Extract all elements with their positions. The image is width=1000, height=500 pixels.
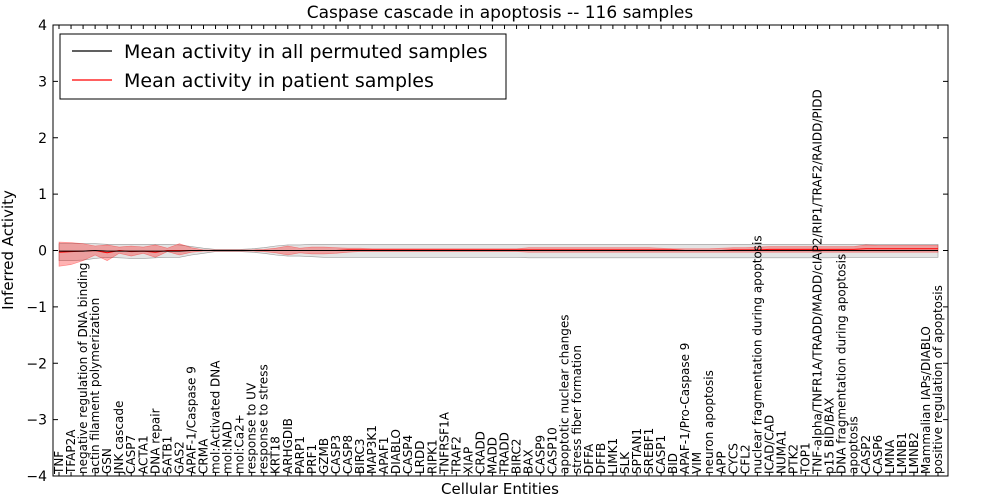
x-category-label: MADD — [486, 437, 500, 474]
x-category-label: TRAF2 — [449, 436, 463, 475]
x-category-label: PTK2 — [787, 444, 801, 474]
x-category-label: GZMB — [317, 438, 331, 474]
legend-frame — [59, 33, 507, 100]
x-category-label: PRF1 — [305, 444, 319, 474]
x-category-label: apoptosis — [847, 416, 861, 474]
x-category-label: SREBF1 — [642, 428, 656, 474]
y-tick-label: −3 — [26, 413, 47, 429]
x-category-label: CASP1 — [654, 435, 668, 474]
x-category-label: TFAP2A — [64, 429, 78, 475]
x-category-label: TNF — [52, 451, 66, 475]
x-category-label: positive regulation of apoptosis — [931, 285, 945, 474]
y-tick-label: 3 — [38, 74, 47, 90]
x-category-label: TRADD — [498, 432, 512, 475]
legend: Mean activity in all permuted samples Me… — [59, 33, 507, 100]
x-category-label: p15 BID/BAX — [823, 398, 837, 474]
x-category-label: NUMA1 — [775, 430, 789, 474]
x-category-label: BIRC2 — [510, 438, 524, 474]
x-category-label: apoptotic nuclear changes — [558, 315, 572, 474]
x-category-label: CASP8 — [341, 435, 355, 474]
x-category-label: CASP7 — [124, 435, 138, 474]
x-category-label: XIAP — [461, 447, 475, 474]
x-category-label: TNFRSF1A — [437, 411, 451, 475]
x-category-label: stress fiber formation — [570, 345, 584, 474]
x-category-label: GSN — [100, 448, 114, 474]
x-category-label: DFFA — [582, 443, 596, 474]
x-category-label: actin filament polymerization — [88, 298, 102, 474]
x-category-label: CASP3 — [329, 435, 343, 474]
x-category-label: KRT18 — [269, 436, 283, 474]
y-tick-label: 0 — [38, 244, 47, 260]
y-tick-label: 2 — [38, 131, 47, 147]
x-category-label: BIRC3 — [353, 438, 367, 474]
y-tick-label: 1 — [38, 187, 47, 203]
x-category-label: CASP6 — [871, 435, 885, 474]
x-category-label: nuclear fragmentation during apoptosis — [750, 235, 764, 474]
x-category-label: APP — [714, 451, 728, 474]
x-category-label: DNA fragmentation during apoptosis — [835, 254, 849, 474]
x-category-label: CRADD — [473, 431, 487, 474]
x-category-label: CFL2 — [738, 444, 752, 474]
x-category-label: PARP1 — [293, 436, 307, 474]
x-category-label: VIM — [690, 452, 704, 474]
x-category-label: response to UV — [245, 382, 259, 474]
x-category-label: ACTA1 — [136, 435, 150, 474]
x-category-label: mol:Activated DNA — [209, 360, 223, 474]
patient-band — [58, 241, 939, 267]
x-category-label: RIPK1 — [425, 439, 439, 474]
permuted-series-line — [59, 249, 938, 252]
x-category-label: CYCS — [726, 443, 740, 474]
legend-label-patient: Mean activity in patient samples — [124, 70, 434, 92]
x-axis-label: Cellular Entities — [441, 480, 559, 498]
x-category-label: ICAD/CAD — [762, 415, 776, 474]
x-category-label: response to stress — [257, 364, 271, 474]
x-category-label: mol:Ca2+ — [233, 414, 247, 474]
y-tick-label: −2 — [26, 356, 47, 372]
y-tick-label: −1 — [26, 300, 47, 316]
y-tick-label: −4 — [26, 469, 47, 485]
x-category-label: APAF1 — [377, 437, 391, 474]
x-category-label: TNF-alpha/TNFR1A/TRADD/MADD/cIAP2/RIP1/T… — [811, 89, 825, 475]
x-category-label: DIABLO — [389, 429, 403, 474]
x-category-label: APAF-1/Pro-Caspase 9 — [678, 343, 692, 474]
x-category-label: BID — [666, 453, 680, 474]
x-category-label: GAS2 — [172, 441, 186, 474]
x-category-label: DFFB — [594, 443, 608, 474]
chart-title: Caspase cascade in apoptosis -- 116 samp… — [307, 3, 694, 23]
x-category-label: LRDD — [413, 440, 427, 474]
x-category-label: CASP4 — [401, 435, 415, 474]
x-category-label: negative regulation of DNA binding — [76, 263, 90, 474]
x-category-label: ARHGDIB — [281, 418, 295, 474]
y-tick-label: 4 — [38, 18, 47, 34]
x-category-label: LIMK1 — [606, 438, 620, 474]
x-category-label: mol:NAD — [221, 421, 235, 474]
x-category-label: SPTAN1 — [630, 428, 644, 474]
x-category-label: CASP2 — [859, 435, 873, 474]
x-category-label: SLK — [618, 451, 632, 474]
x-category-label: neuron apoptosis — [702, 370, 716, 474]
x-category-label: MAP3K1 — [365, 425, 379, 474]
x-category-label: LMNB1 — [895, 432, 909, 474]
x-category-label: Mammalian IAPs/DIABLO — [919, 326, 933, 474]
x-category-label: LMNA — [883, 439, 897, 474]
x-category-label: BAX — [522, 449, 536, 474]
x-category-label: SATB1 — [160, 436, 174, 474]
x-category-label: CASP10 — [546, 427, 560, 474]
x-category-label: LMNB2 — [907, 432, 921, 474]
x-category-label: CRMA — [197, 438, 211, 474]
x-category-label: DNA repair — [148, 408, 162, 474]
x-category-label: APAF-1/Caspase 9 — [185, 366, 199, 474]
legend-label-permuted: Mean activity in all permuted samples — [124, 41, 487, 63]
permuted-band — [58, 243, 939, 261]
y-axis-label: Inferred Activity — [0, 190, 17, 310]
x-category-label: TOP1 — [799, 442, 813, 475]
x-category-label: JNK cascade — [112, 401, 126, 475]
x-category-label: CASP9 — [534, 435, 548, 474]
